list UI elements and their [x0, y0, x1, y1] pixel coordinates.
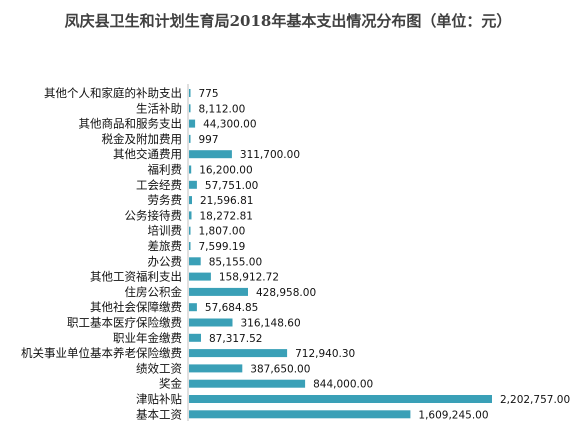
value-labels-group: 775 8,112.00 44,300.00 997 311,700.00 16,200.…	[199, 88, 571, 421]
bar-1	[189, 104, 191, 113]
category-label-5: 福利费	[148, 163, 183, 177]
category-label-12: 其他工资福利支出	[90, 270, 182, 284]
bar-6	[189, 180, 197, 189]
category-label-11: 办公费	[148, 254, 183, 268]
value-label-0: 775	[199, 88, 219, 100]
bar-21	[189, 410, 411, 419]
bar-12	[189, 272, 211, 281]
category-label-10: 差旅费	[148, 239, 183, 253]
chart-title: 凤庆县卫生和计划生育局2018年基本支出情况分布图（单位：元）	[65, 12, 512, 30]
category-label-18: 绩效工资	[136, 361, 182, 375]
bar-11	[189, 257, 201, 266]
value-label-16: 87,317.52	[209, 333, 262, 345]
category-label-14: 其他社会保障缴费	[90, 300, 182, 314]
value-label-5: 16,200.00	[199, 165, 252, 177]
bar-19	[189, 379, 306, 388]
value-label-4: 311,700.00	[240, 149, 300, 161]
bar-8	[189, 211, 192, 220]
category-label-7: 劳务费	[148, 193, 183, 207]
bar-18	[189, 364, 243, 373]
value-label-18: 387,650.00	[250, 363, 310, 375]
value-label-7: 21,596.81	[200, 195, 253, 207]
category-label-21: 基本工资	[136, 407, 182, 421]
category-label-13: 住房公积金	[125, 285, 183, 299]
bar-5	[189, 165, 192, 174]
category-label-8: 公务接待费	[125, 208, 183, 222]
category-label-0: 其他个人和家庭的补助支出	[44, 86, 182, 100]
value-label-19: 844,000.00	[313, 379, 373, 391]
bar-20	[189, 395, 492, 403]
category-label-1: 生活补助	[136, 101, 182, 115]
bar-17	[189, 349, 288, 358]
bar-9	[189, 226, 191, 235]
bar-4	[189, 150, 232, 159]
category-label-6: 工会经费	[136, 178, 182, 192]
bar-13	[189, 287, 248, 296]
bar-10	[189, 242, 191, 250]
category-label-20: 津贴补贴	[136, 392, 182, 406]
value-label-13: 428,958.00	[256, 287, 316, 299]
category-labels-group: 其他个人和家庭的补助支出生活补助其他商品和服务支出税金及附加费用其他交通费用福利…	[21, 86, 182, 421]
bar-16	[189, 333, 201, 342]
category-label-16: 职业年金缴费	[113, 331, 182, 345]
value-label-17: 712,940.30	[295, 348, 355, 360]
value-label-3: 997	[199, 134, 219, 146]
value-label-21: 1,609,245.00	[418, 409, 488, 421]
bar-3	[189, 134, 191, 143]
value-label-8: 18,272.81	[200, 210, 253, 222]
bar-15	[189, 318, 233, 327]
value-label-12: 158,912.72	[219, 272, 279, 284]
category-label-2: 其他商品和服务支出	[79, 117, 183, 131]
bar-14	[189, 303, 197, 312]
value-label-20: 2,202,757.00	[500, 394, 570, 406]
value-label-14: 57,684.85	[205, 302, 258, 314]
value-label-2: 44,300.00	[203, 119, 256, 131]
value-label-10: 7,599.19	[199, 241, 246, 253]
category-label-19: 奖金	[159, 377, 182, 391]
category-label-17: 机关事业单位基本养老保险缴费	[21, 346, 182, 360]
value-label-6: 57,751.00	[205, 180, 258, 192]
value-label-15: 316,148.60	[241, 318, 301, 330]
value-label-9: 1,807.00	[199, 226, 246, 238]
category-label-4: 其他交通费用	[113, 147, 182, 161]
category-label-9: 培训费	[148, 224, 183, 238]
bar-0	[189, 89, 191, 97]
value-label-1: 8,112.00	[199, 103, 246, 115]
value-label-11: 85,155.00	[209, 256, 262, 268]
category-label-3: 税金及附加费用	[102, 132, 183, 146]
bars-group	[189, 89, 492, 419]
category-label-15: 职工基本医疗保险缴费	[67, 316, 182, 330]
bar-2	[189, 119, 196, 128]
bar-7	[189, 196, 192, 205]
